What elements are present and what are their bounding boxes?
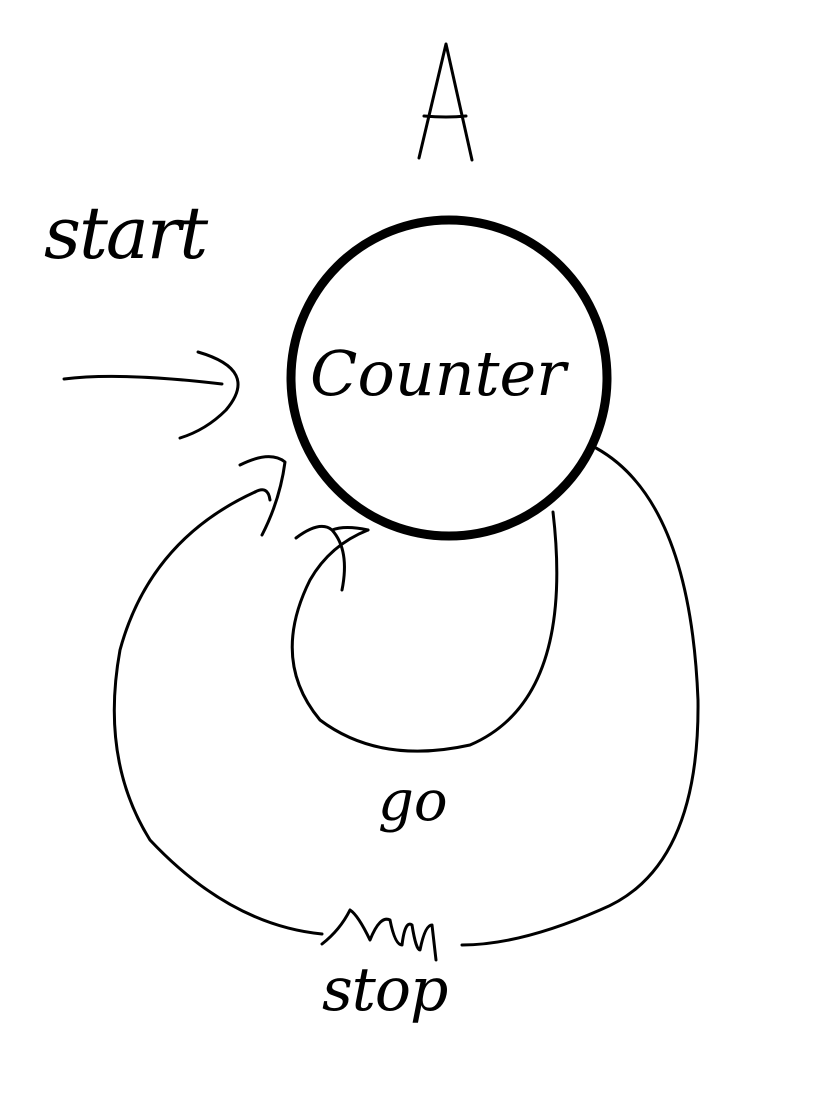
state-label-counter: Counter	[310, 337, 569, 410]
start-arrow	[62, 350, 240, 440]
go-loop-edge	[290, 510, 559, 753]
stop-loop-return-edge	[112, 490, 324, 936]
state-circle-counter	[286, 215, 612, 541]
stop-loop-squiggle	[320, 908, 438, 962]
go-loop-arrowhead	[294, 524, 370, 592]
stop-label: stop	[322, 955, 447, 1025]
stop-loop-arrowhead	[238, 455, 287, 537]
go-label: go	[378, 769, 448, 834]
start-label: start	[44, 191, 209, 275]
stop-loop-edge	[460, 446, 700, 947]
diagram-title: A	[417, 42, 474, 162]
